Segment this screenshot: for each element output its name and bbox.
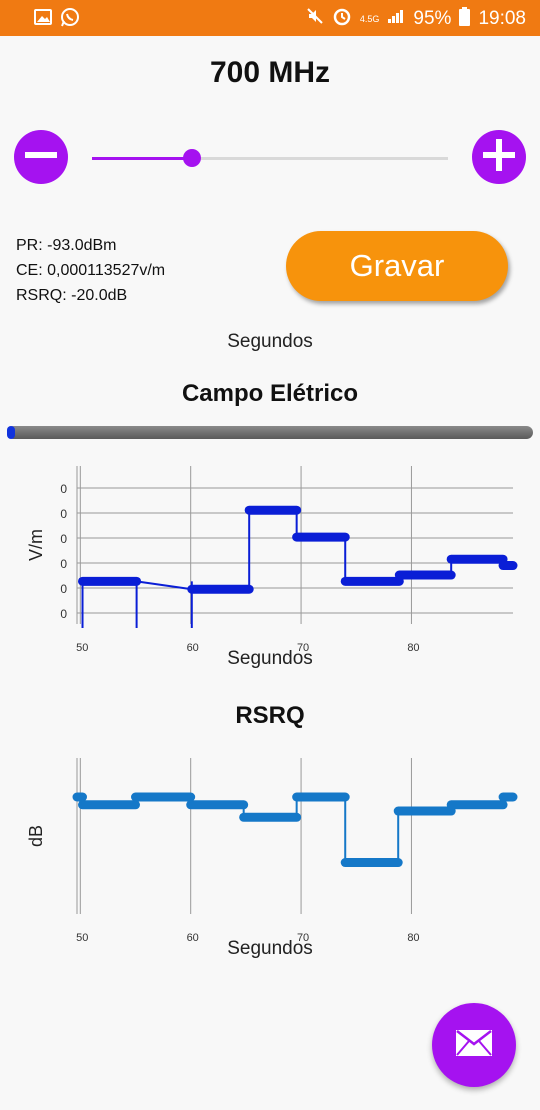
y-axis-label: V/m (26, 529, 46, 561)
x-tick-label: 50 (76, 642, 88, 654)
signal-icon (387, 8, 405, 30)
record-button[interactable]: Gravar (286, 231, 508, 301)
frequency-slider-fill (92, 157, 192, 160)
y-tick-label: 0 (60, 482, 67, 496)
rsrq-title: RSRQ (235, 702, 305, 729)
rsrq-readout: RSRQ: -20.0dB (16, 287, 128, 304)
pr-readout: PR: -93.0dBm (16, 237, 117, 254)
clock: 19:08 (478, 8, 526, 29)
frequency-slider[interactable] (92, 157, 448, 160)
mail-icon (455, 1029, 493, 1062)
x-tick-label: 80 (407, 642, 419, 654)
x-tick-label: 60 (187, 932, 199, 944)
rsrq-chart: 50 60 70 80 Segundos dB (26, 758, 518, 959)
y-tick-label: 0 (60, 507, 67, 521)
frequency-title: 700 MHz (209, 56, 331, 89)
whatsapp-icon (60, 7, 80, 32)
send-email-button[interactable] (432, 1003, 516, 1087)
status-bar: 4.5G 95% 19:08 (0, 0, 540, 36)
alarm-icon (332, 6, 352, 32)
y-axis-label: dB (26, 825, 46, 847)
x-tick-label: 80 (407, 932, 419, 944)
x-tick-label: 60 (187, 642, 199, 654)
electric-field-chart: 50 60 70 80 0 0 0 0 0 0 Segundos V/m (26, 466, 518, 669)
x-tick-label: 70 (297, 932, 309, 944)
x-tick-label: 50 (76, 932, 88, 944)
mute-icon (306, 7, 324, 31)
x-axis-label: Segundos (227, 648, 313, 669)
y-tick-label: 0 (60, 607, 67, 621)
ce-readout: CE: 0,000113527v/m (16, 262, 166, 279)
y-tick-label: 0 (60, 582, 67, 596)
minus-icon (22, 136, 60, 179)
x-axis-label: Segundos (227, 938, 313, 959)
y-tick-label: 0 (60, 557, 67, 571)
seconds-label: Segundos (227, 331, 313, 352)
plus-icon (480, 136, 518, 179)
signal-readouts: PR: -93.0dBm CE: 0,000113527v/m RSRQ: -2… (16, 233, 165, 308)
electric-field-progress-bar (7, 426, 533, 439)
y-tick-label: 0 (60, 532, 67, 546)
decrease-frequency-button[interactable] (14, 130, 68, 184)
frequency-slider-thumb[interactable] (182, 149, 201, 167)
increase-frequency-button[interactable] (472, 130, 526, 184)
electric-field-title: Campo Elétrico (181, 380, 359, 407)
electric-field-progress-fill (7, 426, 15, 439)
network-type: 4.5G (359, 14, 380, 24)
battery-icon (459, 6, 471, 32)
gallery-icon (34, 9, 52, 30)
x-tick-label: 70 (297, 642, 309, 654)
battery-percent: 95% (413, 8, 452, 29)
